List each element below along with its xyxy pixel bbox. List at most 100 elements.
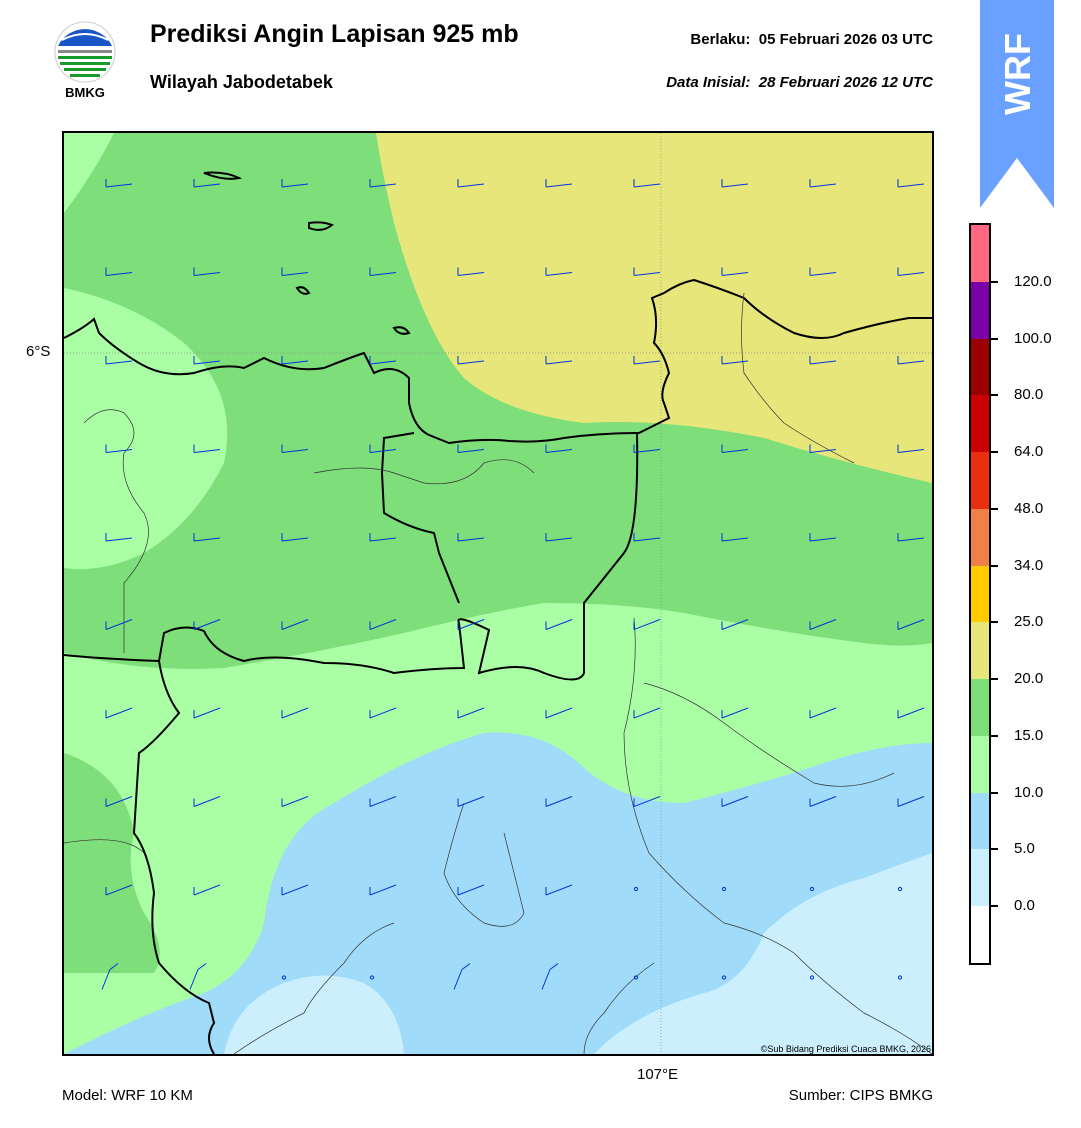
- calm-marker: [633, 886, 639, 892]
- wind-barb: [369, 884, 397, 896]
- wind-barb: [105, 707, 133, 719]
- colorbar-tick: [990, 507, 998, 510]
- calm-marker: [633, 975, 639, 980]
- wind-barb: [633, 267, 661, 276]
- colorbar-label: 100.0: [1014, 329, 1052, 347]
- regency-boundary: [583, 962, 655, 1054]
- page-subtitle: Wilayah Jabodetabek: [150, 72, 333, 92]
- colorbar-tick: [990, 564, 998, 567]
- wind-barb: [457, 533, 485, 542]
- wind-barb: [721, 533, 749, 542]
- valid-time: Berlaku: 05 Februari 2026 03 UTC: [690, 31, 933, 48]
- wind-barb: [457, 356, 485, 365]
- regency-boundary: [64, 839, 145, 854]
- init-time: Data Inisial: 28 Februari 2026 12 UTC: [666, 74, 933, 91]
- wind-barb: [633, 179, 661, 188]
- wind-barb: [193, 796, 221, 807]
- colorbar-label: 34.0: [1014, 556, 1044, 574]
- wind-barb: [105, 444, 133, 453]
- wind-barb: [721, 619, 749, 630]
- calm-marker: [721, 886, 727, 892]
- wrf-text: WRF: [997, 33, 1038, 115]
- wind-barb: [105, 533, 133, 542]
- wind-barbs-layer: [101, 179, 925, 990]
- wind-band-0-5-south: [224, 975, 404, 1054]
- wind-barb: [281, 796, 309, 807]
- wind-barb: [809, 533, 837, 542]
- wind-barb: [545, 267, 573, 276]
- wind-barb: [897, 796, 925, 807]
- wind-barb: [545, 884, 573, 896]
- colorbar-segment: [971, 281, 989, 340]
- colorbar-segment: [971, 452, 989, 510]
- wind-barb: [721, 796, 749, 807]
- wind-barb: [545, 533, 573, 542]
- wind-map: [62, 131, 934, 1056]
- wind-barb: [633, 619, 661, 630]
- colorbar-label: 15.0: [1014, 726, 1044, 744]
- regency-boundary: [643, 682, 895, 787]
- island: [203, 171, 243, 180]
- colorbar-tick: [990, 621, 998, 624]
- wind-barb: [105, 179, 133, 188]
- colorbar-segment: [971, 679, 989, 737]
- wind-barb: [369, 356, 397, 365]
- wrf-ribbon: [980, 0, 1054, 210]
- wind-barb: [457, 267, 485, 276]
- wind-barb: [809, 707, 837, 719]
- colorbar-label: 48.0: [1014, 499, 1044, 517]
- wind-barb: [545, 796, 573, 807]
- colorbar-segment: [971, 508, 989, 567]
- wind-barb: [457, 179, 485, 188]
- wind-band-10-15-left: [64, 288, 228, 569]
- regency-boundary: [233, 922, 395, 1054]
- calm-marker: [897, 975, 903, 980]
- wind-barb: [897, 619, 925, 630]
- copyright-text: ©Sub Bidang Prediksi Cuaca BMKG, 2026: [760, 1044, 931, 1054]
- lat-label: 6°S: [26, 343, 51, 360]
- colorbar-label: 10.0: [1014, 783, 1044, 801]
- wind-barb: [189, 963, 207, 990]
- wind-barb: [897, 533, 925, 542]
- wind-barb: [897, 444, 925, 453]
- island: [295, 286, 311, 295]
- wind-barb: [193, 707, 221, 719]
- wind-barb: [897, 179, 925, 188]
- wind-barb: [101, 963, 119, 990]
- colorbar-label: 64.0: [1014, 443, 1044, 461]
- colorbar-label: 5.0: [1014, 840, 1035, 858]
- wind-barb: [809, 619, 837, 630]
- colorbar-label: 0.0: [1014, 897, 1035, 915]
- province-boundary: [380, 432, 460, 604]
- calm-marker: [369, 975, 375, 980]
- wind-barb: [809, 796, 837, 807]
- wind-barb: [105, 356, 133, 365]
- wind-barb: [633, 533, 661, 542]
- bmkg-logo: [50, 20, 120, 104]
- wind-barb: [105, 796, 133, 807]
- model-label: Model: WRF 10 KM: [62, 1087, 193, 1104]
- colorbar-tick: [990, 678, 998, 681]
- colorbar-segment: [971, 849, 989, 907]
- colorbar-tick: [990, 734, 998, 737]
- wind-barb: [369, 796, 397, 807]
- wind-barb: [369, 179, 397, 188]
- wind-barb: [281, 533, 309, 542]
- wind-barb: [457, 444, 485, 453]
- wind-barb: [105, 267, 133, 276]
- wind-barb: [721, 179, 749, 188]
- wind-barb: [457, 707, 485, 719]
- wind-barb: [809, 356, 837, 365]
- wind-barb: [541, 963, 559, 990]
- wind-barb: [193, 444, 221, 453]
- wind-barb: [809, 179, 837, 188]
- wind-barb: [281, 707, 309, 719]
- wind-barb: [545, 619, 573, 630]
- wind-band-0-5-southeast: [594, 853, 932, 1054]
- wind-barb: [457, 619, 485, 630]
- regency-boundary: [313, 459, 535, 485]
- colorbar-tick: [990, 394, 998, 397]
- logo-text: BMKG: [65, 85, 105, 100]
- wind-barb: [457, 796, 485, 807]
- colorbar-tick: [990, 280, 998, 283]
